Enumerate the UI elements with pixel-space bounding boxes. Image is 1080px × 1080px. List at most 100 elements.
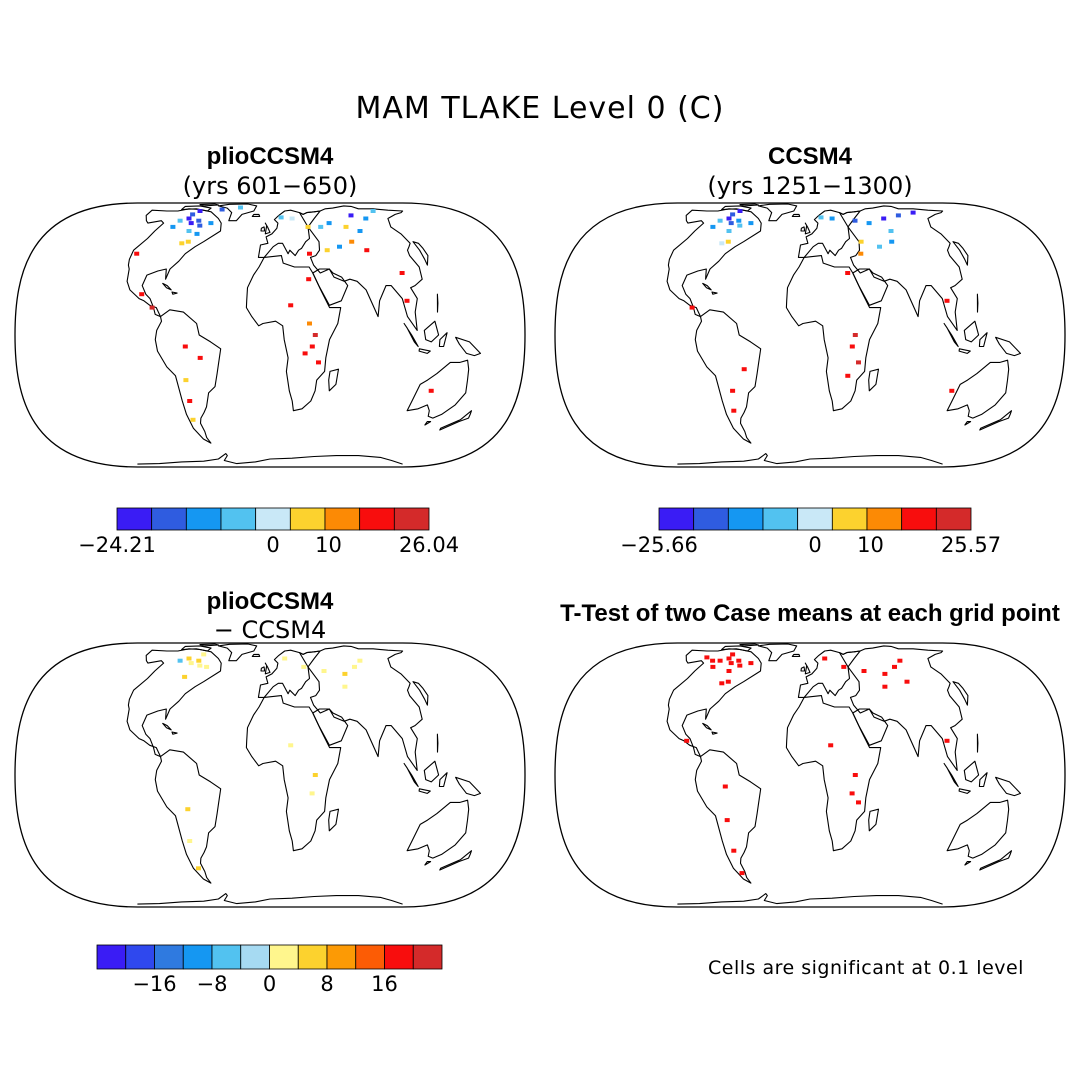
lake-cell [731,408,737,413]
coastline [694,749,762,884]
lake-cell [852,773,858,777]
lake-cell [370,209,376,213]
lake-cell [278,215,284,220]
lake-cell [748,221,754,226]
colorbar-swatch [255,507,291,531]
colorbar-tick-label: 0 [266,533,279,557]
lake-cell [737,209,743,213]
lake-cell [187,399,193,403]
colorbar-swatch [125,944,155,970]
lake-cell [342,671,348,676]
globe-outline [14,642,526,908]
colorbar-swatch [393,507,430,531]
coastline [217,643,258,662]
lake-cell [183,378,189,383]
lake-cell [134,251,140,256]
colorbar-swatch [384,944,414,970]
lake-cell [882,684,888,689]
lake-cell [748,661,754,666]
lake-cell [318,224,324,229]
coastline [439,850,473,871]
lake-cell [326,221,332,226]
coastline [406,799,470,859]
coastline [800,666,806,672]
lake-cell [196,866,201,871]
colorbar-tick-label: −8 [197,972,228,996]
coastline [946,359,1010,419]
coastline [963,760,980,783]
coastline [785,255,882,412]
colorbar-swatch [935,507,972,531]
coastline [199,643,219,647]
lake-cell [149,305,155,310]
coastline [251,653,261,657]
coastline [126,208,222,318]
coastline [171,291,178,295]
lake-cell [726,669,732,673]
lake-cell [849,344,855,349]
lake-cell [179,241,185,246]
lake-cell [188,661,194,666]
colorbar-swatch [297,944,328,970]
colorbar-tick-label: −25.66 [620,533,698,557]
lake-cell [719,681,725,686]
lake-cell [194,231,200,236]
lake-cell [726,229,732,233]
coastline [964,861,972,866]
panel-subtitle: (yrs 601−650) [183,172,358,200]
lake-cell [289,216,295,221]
coastline [976,293,979,313]
coastline [694,309,762,444]
panel-title: CCSM4 [768,143,853,170]
coastline [438,772,448,788]
coastline [137,893,403,905]
lake-cell [725,239,731,244]
lake-cell [305,224,311,229]
lake-cell [170,224,176,229]
lake-cell [186,229,192,233]
colorbar-tick-label: 10 [857,533,884,557]
lake-cell [197,209,203,213]
coastline [677,453,943,465]
lake-cell [301,664,307,669]
colorbar-tick-label: 8 [320,972,333,996]
lake-cell [309,791,315,796]
lake-cell [219,207,225,212]
colorbar-swatch [355,944,385,970]
coastline [264,662,271,675]
colorbar-swatch [693,507,729,531]
lake-cell [312,773,318,777]
lake-cell [352,664,357,669]
lake-cell [944,738,950,743]
coastline [976,733,979,753]
coastline [677,893,943,905]
lake-cell [888,229,894,233]
lake-cell [856,360,861,365]
lake-cell [845,373,851,378]
significance-note: Cells are significant at 0.1 level [708,957,1024,979]
lake-cell [309,344,315,349]
lake-cell [404,298,410,303]
map-difference [14,642,526,908]
lake-cell [428,388,434,393]
panel-title: T-Test of two Case means at each grid po… [560,600,1060,627]
coastline [424,861,432,866]
coastline [260,226,266,232]
coastline [162,722,172,731]
lake-cell [737,663,743,668]
lake-cell [736,218,742,223]
coastline [181,645,212,652]
lake-cell [307,321,312,326]
coastline [403,762,419,788]
lake-cell [139,292,145,297]
coastline [455,336,482,357]
figure-title: MAM TLAKE Level 0 (C) [356,91,725,126]
lake-cell [238,205,243,210]
coastline [245,255,342,412]
lake-cell [889,239,895,244]
lake-cell [321,669,327,673]
coastline [298,205,423,331]
colorbar-swatch [185,507,222,531]
coastline [978,332,988,348]
